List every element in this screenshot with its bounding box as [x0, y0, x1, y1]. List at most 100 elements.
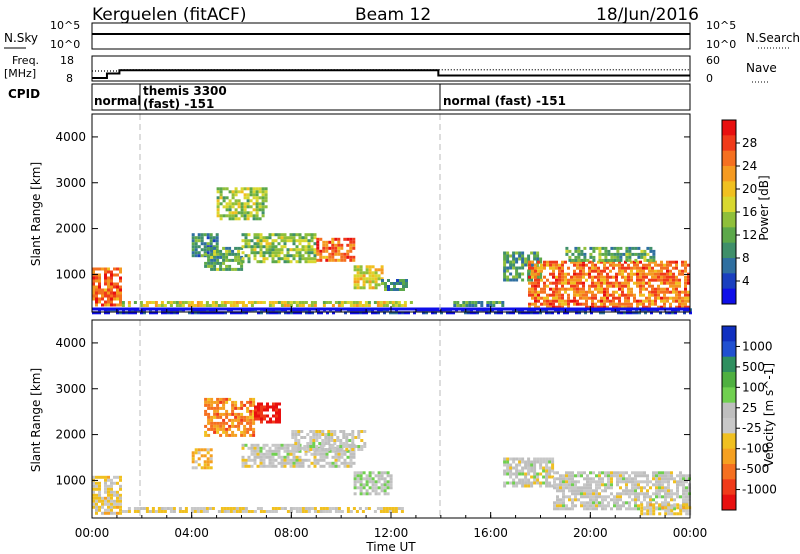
data-cell — [259, 301, 263, 304]
data-cell — [542, 469, 546, 473]
data-cell — [545, 478, 549, 482]
data-cell — [586, 489, 589, 493]
data-cell — [610, 471, 613, 475]
data-cell — [257, 417, 260, 421]
data-cell — [549, 305, 552, 309]
data-cell — [271, 458, 275, 462]
data-cell — [310, 245, 314, 249]
data-cell — [261, 199, 265, 203]
data-cell — [582, 281, 585, 285]
data-cell — [113, 493, 116, 497]
data-cell — [241, 260, 245, 264]
data-cell — [256, 446, 260, 450]
data-cell — [243, 217, 247, 221]
data-cell — [384, 288, 387, 291]
data-cell — [543, 263, 546, 267]
data-cell — [368, 474, 372, 478]
data-cell — [627, 278, 630, 282]
data-cell — [639, 272, 642, 276]
data-cell — [304, 510, 308, 513]
data-cell — [228, 258, 232, 262]
data-cell — [292, 507, 296, 510]
data-cell — [534, 293, 537, 297]
data-cell — [616, 498, 619, 502]
data-cell — [521, 457, 525, 461]
data-cell — [304, 257, 308, 261]
data-cell — [536, 475, 540, 479]
data-cell — [612, 293, 615, 297]
data-cell — [113, 505, 116, 509]
data-cell — [651, 266, 654, 270]
date-title: 18/Jun/2016 — [596, 5, 699, 25]
data-cell — [353, 277, 357, 281]
data-cell — [92, 505, 95, 509]
data-cell — [636, 275, 639, 279]
data-cell — [215, 242, 219, 246]
data-cell — [244, 254, 248, 258]
data-cell — [652, 492, 655, 496]
data-cell — [555, 260, 558, 264]
data-cell — [661, 480, 664, 484]
data-cell — [258, 202, 262, 206]
data-cell — [197, 463, 201, 467]
data-cell — [399, 282, 402, 285]
data-cell — [234, 246, 238, 250]
data-cell — [176, 311, 179, 315]
data-cell — [113, 297, 116, 301]
data-cell — [289, 236, 293, 240]
data-cell — [393, 285, 396, 288]
data-cell — [616, 474, 619, 478]
data-cell — [268, 251, 272, 255]
data-cell — [110, 493, 113, 497]
data-cell — [98, 481, 101, 485]
data-cell — [594, 293, 597, 297]
data-cell — [352, 258, 356, 262]
data-cell — [521, 254, 525, 258]
data-cell — [92, 481, 95, 485]
nsky-panel: N.Sky 10^5 10^0 10^5 10^0 N.Search — [4, 19, 800, 51]
data-cell — [574, 498, 577, 502]
data-cell — [368, 471, 372, 475]
data-cell — [110, 481, 113, 485]
data-cell — [234, 193, 238, 197]
data-cell — [549, 293, 552, 297]
data-cell — [625, 483, 628, 487]
data-cell — [649, 501, 652, 505]
data-cell — [95, 505, 98, 509]
data-cell — [116, 282, 119, 286]
data-cell — [277, 260, 281, 264]
data-cell — [92, 279, 95, 283]
data-cell — [163, 510, 167, 513]
data-region — [92, 267, 122, 307]
data-cell — [606, 296, 609, 300]
data-cell — [527, 463, 531, 467]
data-cell — [564, 287, 567, 291]
data-cell — [98, 499, 101, 503]
data-cell — [553, 486, 556, 490]
data-cell — [225, 249, 229, 253]
data-cell — [684, 305, 687, 309]
data-cell — [210, 249, 214, 253]
data-cell — [586, 507, 589, 511]
data-cell — [295, 301, 299, 304]
data-cell — [343, 255, 347, 259]
data-cell — [92, 499, 95, 503]
data-cell — [107, 282, 110, 286]
data-cell — [642, 278, 645, 282]
data-cell — [247, 242, 251, 246]
data-cell — [673, 480, 676, 484]
data-cell — [537, 290, 540, 294]
data-cell — [286, 254, 290, 258]
data-cell — [658, 507, 661, 511]
data-cell — [208, 304, 212, 307]
data-cell — [667, 506, 671, 510]
data-cell — [600, 299, 603, 303]
data-cell — [262, 446, 266, 450]
data-cell — [268, 254, 272, 258]
data-cell — [291, 430, 295, 433]
data-cell — [658, 495, 661, 499]
data-cell — [283, 245, 287, 249]
data-cell — [300, 430, 304, 433]
data-cell — [534, 263, 537, 267]
